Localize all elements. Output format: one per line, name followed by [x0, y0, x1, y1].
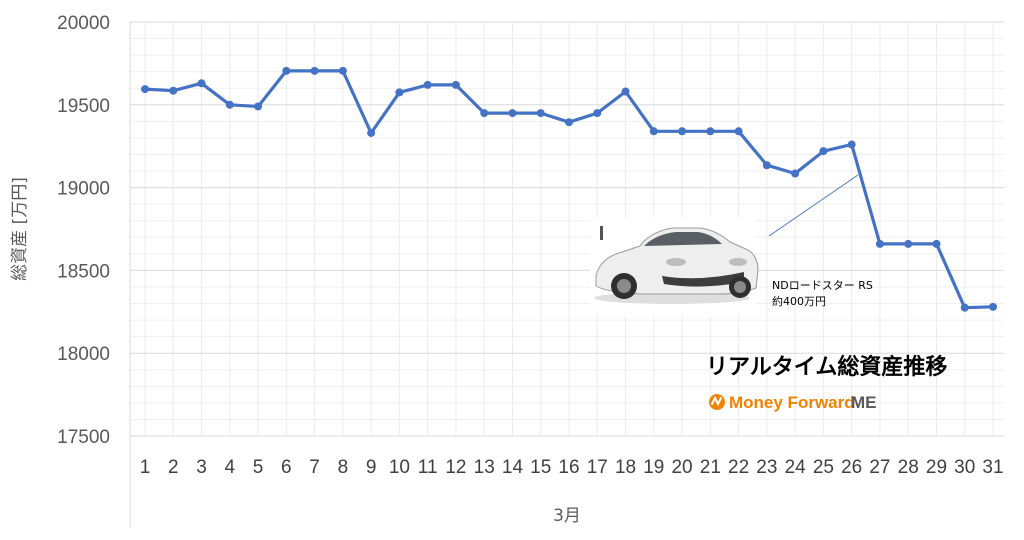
x-tick-label: 23: [756, 457, 777, 478]
x-tick-labels: 1 2 3 4 5 6 7 8 9 10 11 12 13 14 15 16 17 18 19 20 21 22 23 24 2…: [140, 457, 1004, 478]
data-point: [508, 109, 517, 118]
x-tick-label: 10: [389, 457, 410, 478]
data-point: [932, 239, 941, 248]
x-tick-label: 15: [530, 457, 551, 478]
data-point: [565, 118, 573, 127]
y-tick-label: 18000: [57, 344, 110, 365]
x-tick-label: 16: [558, 457, 579, 478]
x-tick-label: 4: [225, 457, 236, 478]
callout-line: [768, 174, 859, 237]
data-point: [310, 66, 319, 75]
x-tick-label: 31: [982, 457, 1003, 478]
overlay-title: リアルタイム総資産推移: [706, 354, 947, 380]
data-point: [536, 109, 545, 118]
data-point: [225, 100, 234, 109]
data-point: [706, 127, 715, 136]
data-point: [847, 140, 856, 149]
x-tick-label: 20: [671, 457, 692, 478]
money-forward-logo: Money Forward ME: [709, 393, 877, 412]
x-tick-label: 3: [196, 457, 207, 478]
car-image: [594, 226, 759, 304]
data-point: [423, 80, 432, 89]
data-point: [141, 85, 149, 94]
y-tick-label: 17500: [57, 427, 110, 448]
data-point: [338, 66, 347, 75]
car-price-label: 約400万円: [772, 294, 826, 308]
data-point: [451, 80, 460, 89]
x-tick-label: 5: [253, 457, 264, 478]
data-point: [819, 147, 828, 156]
data-point: [197, 79, 206, 88]
x-tick-label: 19: [643, 457, 664, 478]
y-tick-label: 18500: [57, 261, 110, 282]
data-point: [367, 128, 376, 137]
data-point: [791, 169, 800, 178]
data-point: [395, 88, 404, 97]
x-tick-label: 6: [281, 457, 292, 478]
data-point: [593, 109, 602, 118]
data-point: [875, 239, 884, 248]
series-points: [141, 66, 997, 312]
x-tick-label: 26: [841, 457, 862, 478]
brand-suffix: ME: [851, 393, 877, 412]
y-axis-title: 総資産 [万円]: [10, 177, 30, 281]
data-point: [254, 102, 263, 111]
x-tick-label: 2: [168, 457, 179, 478]
y-tick-labels: 17500 18000 18500 19000 19500 20000: [57, 13, 110, 448]
data-point: [904, 239, 913, 248]
data-point: [621, 87, 630, 96]
x-tick-label: 13: [474, 457, 495, 478]
brand-name: Money Forward: [729, 393, 855, 412]
y-tick-label: 19500: [57, 96, 110, 117]
x-tick-label: 28: [898, 457, 919, 478]
data-point: [282, 66, 291, 75]
data-point: [734, 127, 743, 136]
minor-gridlines: [130, 22, 1004, 436]
x-tick-label: 21: [700, 457, 721, 478]
major-gridlines: [130, 21, 1004, 437]
x-tick-label: 22: [728, 457, 749, 478]
x-tick-label: 14: [502, 457, 524, 478]
x-tick-label: 25: [813, 457, 834, 478]
x-tick-label: 1: [140, 457, 151, 478]
x-tick-label: 29: [926, 457, 947, 478]
data-point: [762, 161, 771, 170]
car-annotation: NDロードスター RS 約400万円 リアルタイム総資産推移 Money For…: [590, 174, 947, 412]
x-tick-label: 30: [954, 457, 975, 478]
data-point: [989, 302, 997, 311]
x-tick-label: 9: [366, 457, 377, 478]
x-tick-label: 18: [615, 457, 636, 478]
x-axis-title: 3月: [553, 506, 581, 526]
data-point: [169, 86, 178, 95]
x-tick-label: 17: [587, 457, 608, 478]
x-tick-label: 24: [785, 457, 807, 478]
data-point: [480, 109, 489, 118]
x-tick-label: 7: [309, 457, 320, 478]
y-tick-label: 20000: [57, 13, 110, 34]
data-point: [649, 127, 658, 136]
x-tick-label: 27: [869, 457, 890, 478]
data-point: [960, 303, 969, 312]
data-point: [678, 127, 687, 136]
y-tick-label: 19000: [57, 179, 110, 200]
x-tick-label: 12: [445, 457, 466, 478]
car-name-label: NDロードスター RS: [772, 279, 873, 292]
x-tick-label: 11: [418, 457, 438, 478]
x-tick-label: 8: [338, 457, 349, 478]
